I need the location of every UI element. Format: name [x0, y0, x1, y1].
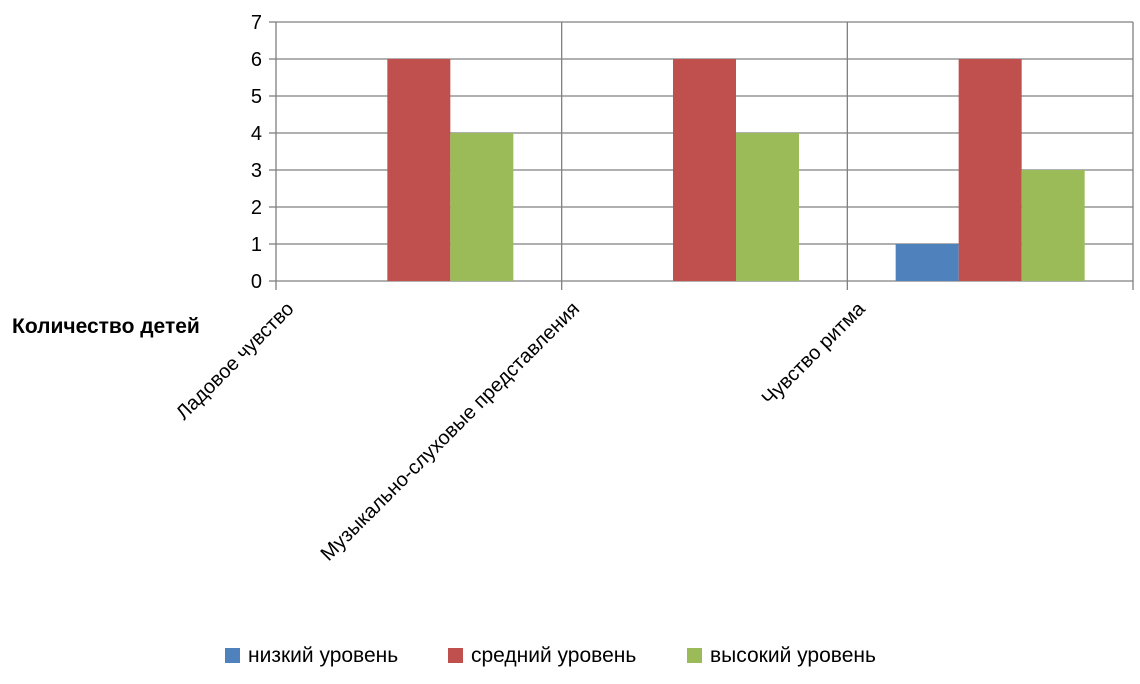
- chart-bars: [387, 59, 1085, 281]
- bar-s1-c2: [958, 59, 1022, 281]
- legend-label-1: средний уровень: [471, 644, 636, 667]
- y-tick-label-2: 2: [251, 197, 262, 219]
- y-tick-label-3: 3: [251, 160, 262, 182]
- category-label-2: Чувство ритма: [758, 297, 871, 410]
- y-tick-label-0: 0: [251, 271, 262, 293]
- category-label-1: Музыкально-слуховые представления: [317, 298, 584, 565]
- x-axis-categories: Ладовое чувство Музыкально-слуховые предс…: [172, 297, 870, 565]
- y-axis-ticks: 0 1 2 3 4 5 6 7: [251, 12, 262, 293]
- legend-label-2: высокий уровень: [710, 644, 876, 667]
- legend-swatch-0: [225, 648, 240, 663]
- legend-swatch-2: [687, 648, 702, 663]
- y-tick-label-1: 1: [251, 234, 262, 256]
- bar-s0-c2: [895, 244, 959, 281]
- chart-axes: [269, 21, 276, 282]
- y-tick-label-5: 5: [251, 86, 262, 108]
- bar-s2-c0: [450, 133, 514, 281]
- y-tick-label-6: 6: [251, 49, 262, 71]
- legend-label-0: низкий уровень: [248, 644, 398, 667]
- legend-swatch-1: [448, 648, 463, 663]
- y-tick-label-7: 7: [251, 12, 262, 34]
- bar-s1-c0: [387, 59, 451, 281]
- y-axis-label: Количество детей: [12, 315, 200, 338]
- bar-s2-c2: [1021, 170, 1085, 281]
- bar-s2-c1: [736, 133, 799, 281]
- legend: низкий уровень средний уровень высокий уро…: [225, 644, 876, 667]
- bar-s1-c1: [673, 59, 736, 281]
- y-tick-label-4: 4: [251, 123, 262, 145]
